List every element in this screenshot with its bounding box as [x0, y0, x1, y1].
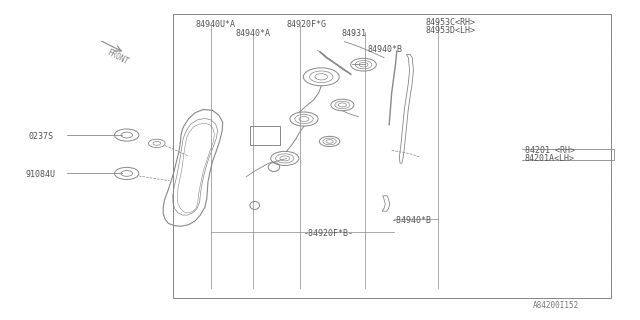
- Text: 84201A<LH>: 84201A<LH>: [525, 154, 575, 163]
- Text: 84953D<LH>: 84953D<LH>: [426, 26, 476, 35]
- Text: 84920F*G: 84920F*G: [287, 20, 327, 28]
- Text: -84920F*B-: -84920F*B-: [304, 229, 354, 238]
- Text: 0237S: 0237S: [29, 132, 54, 140]
- Text: A84200I152: A84200I152: [532, 301, 579, 310]
- Text: 84940U*A: 84940U*A: [195, 20, 236, 28]
- Text: 91084U: 91084U: [26, 170, 56, 179]
- Text: -84940*B: -84940*B: [392, 216, 432, 225]
- Text: 84953C<RH>: 84953C<RH>: [426, 18, 476, 27]
- Text: 84940*A: 84940*A: [236, 29, 271, 38]
- Text: 84931: 84931: [341, 29, 366, 38]
- Text: 84940*B: 84940*B: [368, 45, 403, 54]
- Text: FRONT: FRONT: [106, 48, 131, 66]
- Text: 84201 <RH>: 84201 <RH>: [525, 146, 575, 155]
